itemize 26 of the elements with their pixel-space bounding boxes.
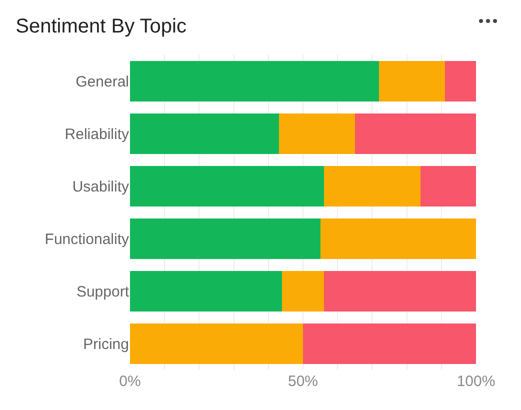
y-tick-label: Pricing — [83, 336, 129, 353]
bar — [130, 60, 380, 102]
bar — [320, 218, 476, 260]
bar — [444, 60, 476, 102]
bar — [324, 166, 421, 207]
bar — [354, 113, 476, 154]
bar — [303, 323, 476, 364]
y-tick-label: Support — [76, 284, 130, 300]
bar — [278, 113, 355, 154]
bar — [130, 270, 282, 312]
y-tick-label: Usability — [72, 178, 130, 196]
bar — [282, 270, 324, 312]
bar — [324, 270, 476, 312]
bar — [420, 166, 476, 207]
y-tick-label: Functionality — [44, 231, 130, 248]
chart-title: Sentiment By Topic — [16, 15, 186, 38]
bar — [379, 60, 445, 102]
bar — [130, 218, 320, 260]
x-tick-label: 100% — [456, 373, 496, 390]
bar — [130, 166, 324, 207]
y-tick-label: Reliability — [64, 126, 130, 143]
x-tick-label: 50% — [288, 373, 318, 390]
x-tick-label: 0% — [119, 373, 141, 390]
y-tick-label: General — [76, 74, 129, 90]
bar — [130, 113, 279, 154]
bar — [130, 323, 303, 364]
